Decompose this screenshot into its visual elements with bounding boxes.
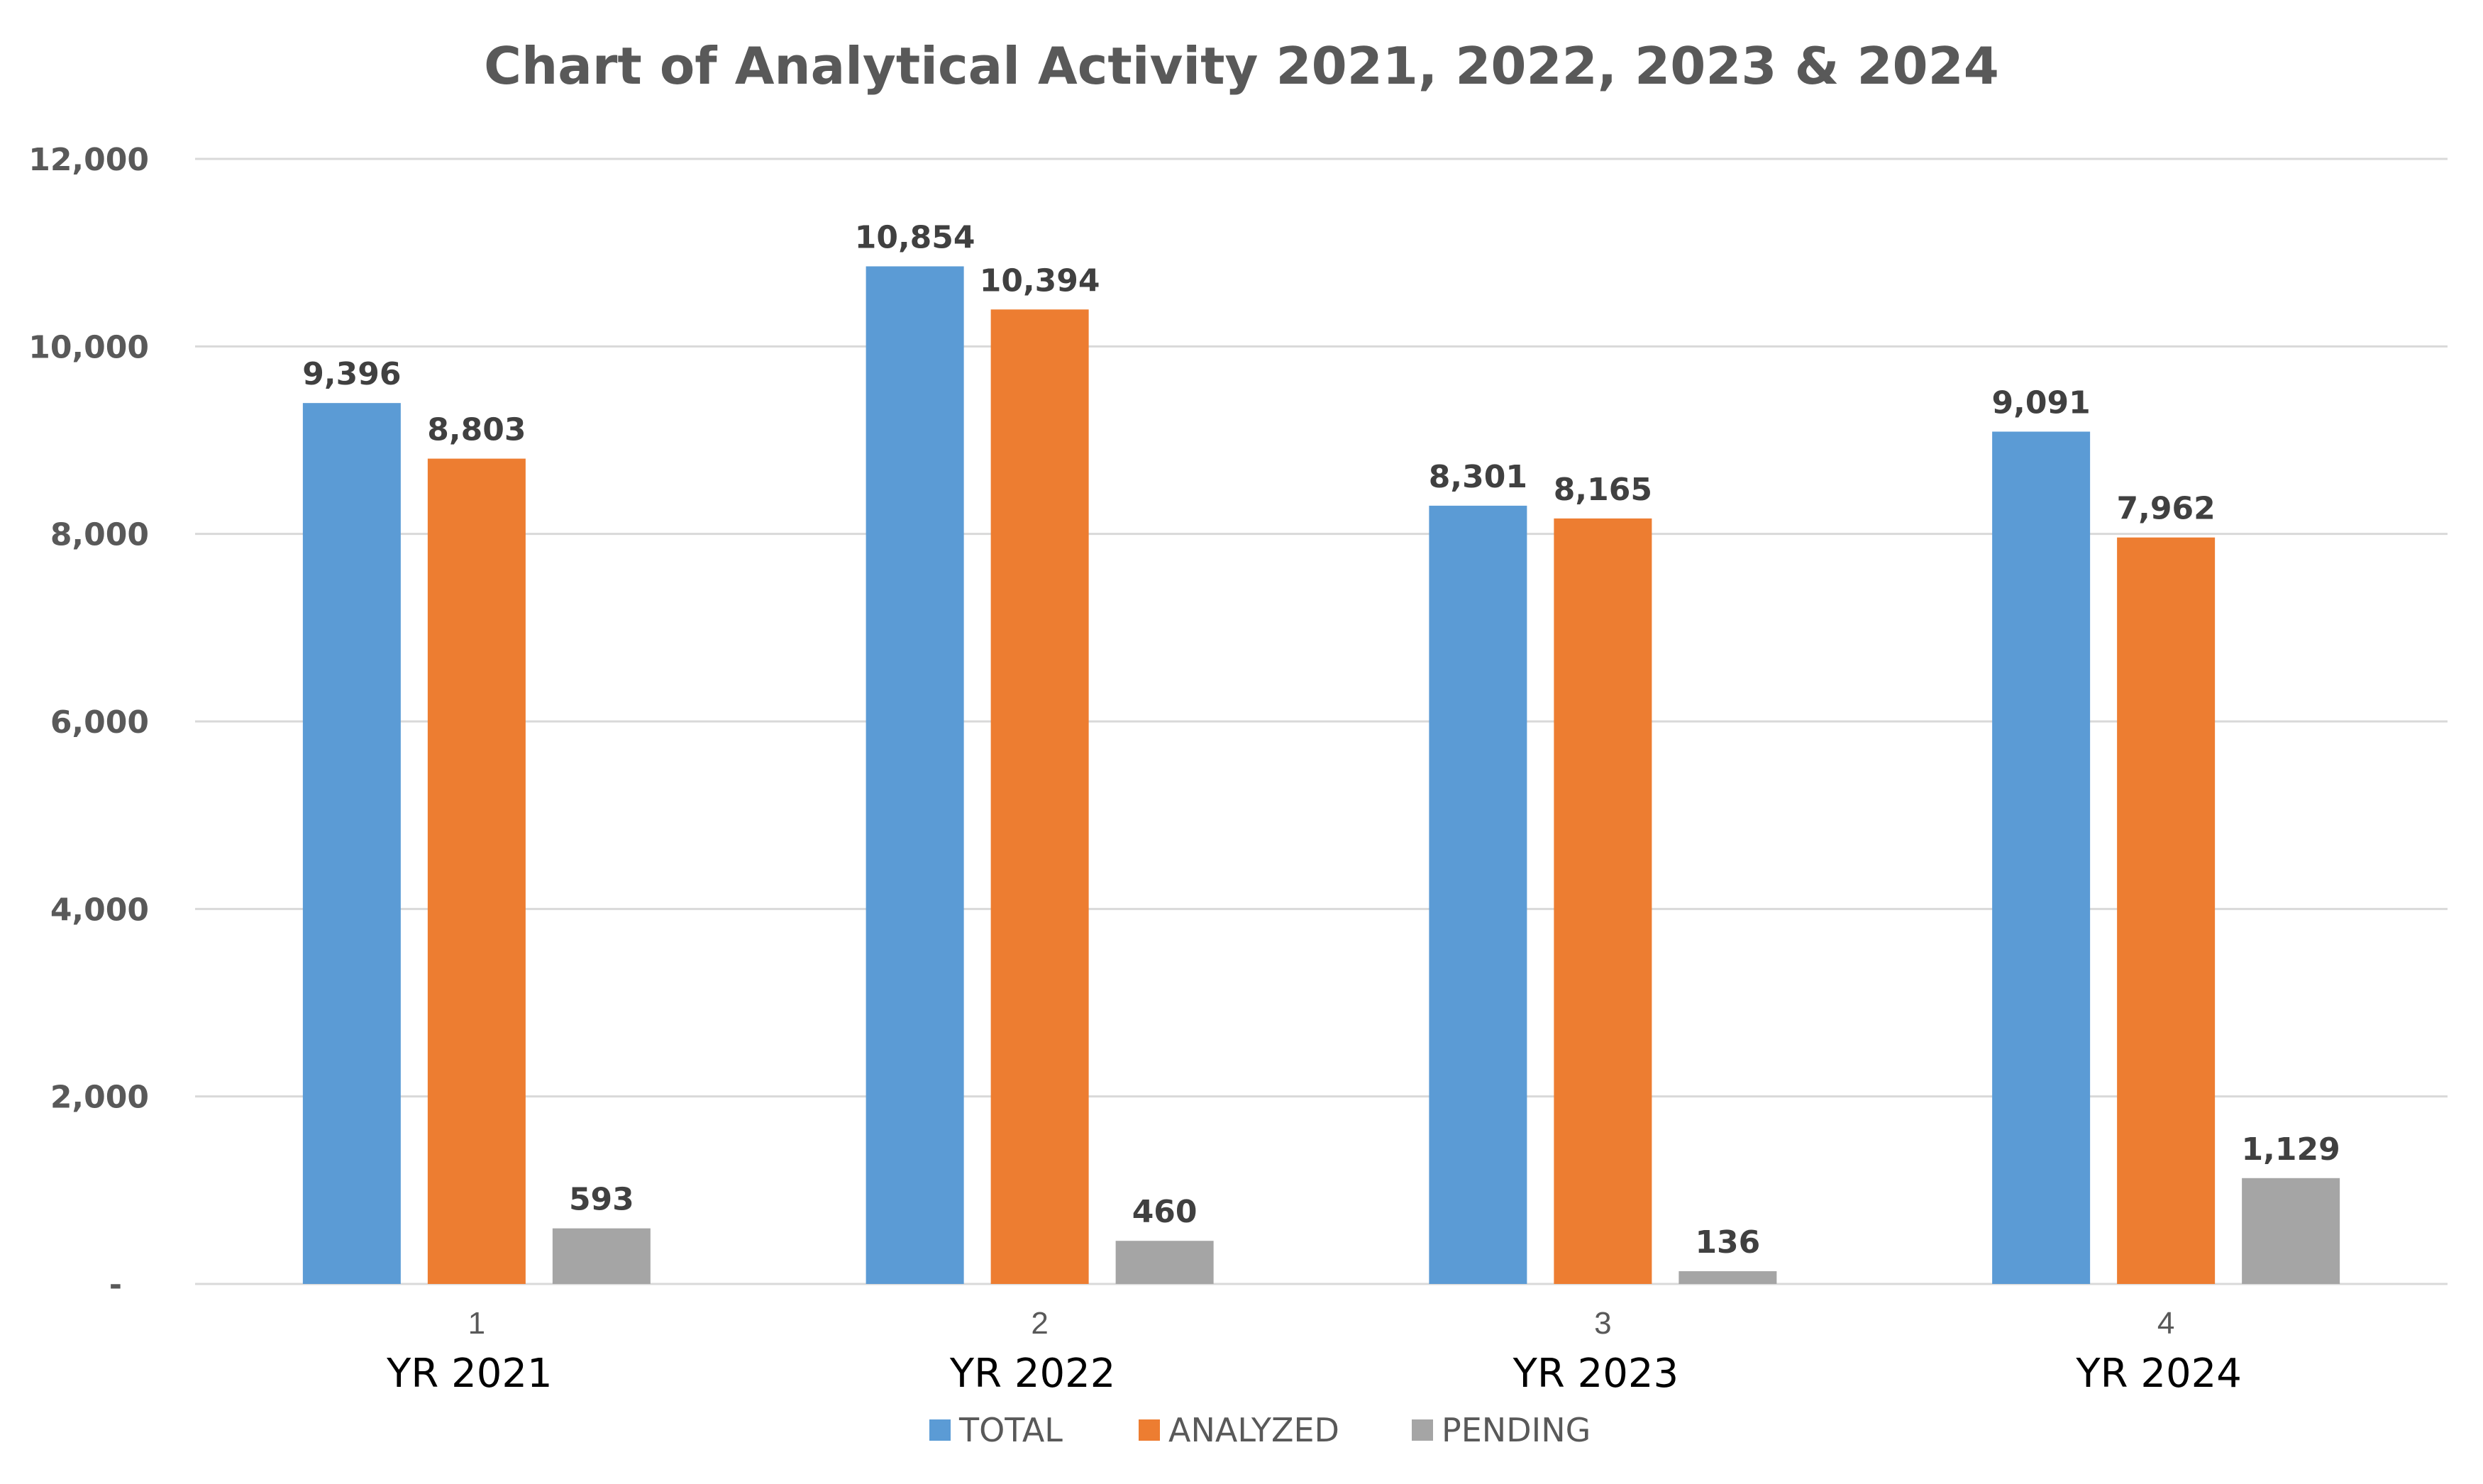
legend-label-analyzed: ANALYZED: [1168, 1411, 1339, 1449]
y-tick-label: 6,000: [50, 704, 149, 741]
bar-total-2: [866, 266, 964, 1284]
y-tick-label: 10,000: [28, 329, 149, 365]
bar-analyzed-2: [990, 309, 1089, 1285]
bar-total-4: [1992, 431, 2091, 1284]
data-label-pending-2: 460: [1132, 1194, 1198, 1230]
bar-total-1: [302, 403, 401, 1284]
legend-label-total: TOTAL: [958, 1411, 1063, 1449]
y-axis-tick-labels: - 2,000 4,000 6,000 8,000 10,000 12,000: [28, 142, 149, 1303]
y-tick-label: 12,000: [28, 142, 149, 178]
data-label-analyzed-4: 7,962: [2117, 491, 2216, 527]
data-label-pending-3: 136: [1695, 1224, 1760, 1261]
data-label-pending-1: 593: [569, 1182, 634, 1218]
bar-pending-4: [2242, 1178, 2340, 1284]
legend-swatch-total: [929, 1419, 951, 1441]
data-label-total-4: 9,091: [1992, 384, 2091, 421]
data-label-analyzed-1: 8,803: [427, 412, 526, 448]
bar-pending-3: [1679, 1271, 1777, 1284]
bar-analyzed-1: [427, 458, 526, 1284]
year-label: YR 2024: [2075, 1351, 2241, 1397]
x-tick-label: 3: [1594, 1306, 1611, 1341]
legend: TOTAL ANALYZED PENDING: [929, 1411, 1591, 1449]
data-label-total-1: 9,396: [302, 356, 401, 392]
year-label: YR 2023: [1513, 1351, 1679, 1397]
bar-total-3: [1429, 505, 1527, 1284]
bar-pending-2: [1115, 1241, 1214, 1284]
gridlines: [195, 157, 2448, 1285]
data-label-total-3: 8,301: [1429, 459, 1527, 495]
legend-swatch-pending: [1412, 1419, 1433, 1441]
y-tick-label: 8,000: [50, 517, 149, 553]
y-tick-label: 4,000: [50, 892, 149, 928]
data-label-pending-4: 1,129: [2242, 1131, 2340, 1168]
y-tick-label: 2,000: [50, 1080, 149, 1116]
y-tick-label: -: [109, 1267, 122, 1303]
x-axis-tick-labels: 1 YR 2021 2 YR 2022 3 YR 2023 4 YR 2024: [386, 1306, 2242, 1397]
data-label-analyzed-2: 10,394: [980, 262, 1100, 299]
bar-analyzed-3: [1554, 518, 1652, 1285]
year-label: YR 2022: [949, 1351, 1115, 1397]
data-label-analyzed-3: 8,165: [1554, 472, 1652, 508]
x-tick-label: 1: [468, 1306, 485, 1341]
bars: [302, 266, 2340, 1285]
data-label-total-2: 10,854: [855, 219, 975, 255]
year-label: YR 2021: [386, 1351, 552, 1397]
legend-label-pending: PENDING: [1442, 1411, 1591, 1449]
bar-analyzed-4: [2117, 537, 2216, 1285]
bar-pending-1: [552, 1228, 651, 1284]
x-tick-label: 2: [1031, 1306, 1048, 1341]
legend-swatch-analyzed: [1139, 1419, 1160, 1441]
x-tick-label: 4: [2157, 1306, 2174, 1341]
chart-title: Chart of Analytical Activity 2021, 2022,…: [484, 36, 1999, 96]
